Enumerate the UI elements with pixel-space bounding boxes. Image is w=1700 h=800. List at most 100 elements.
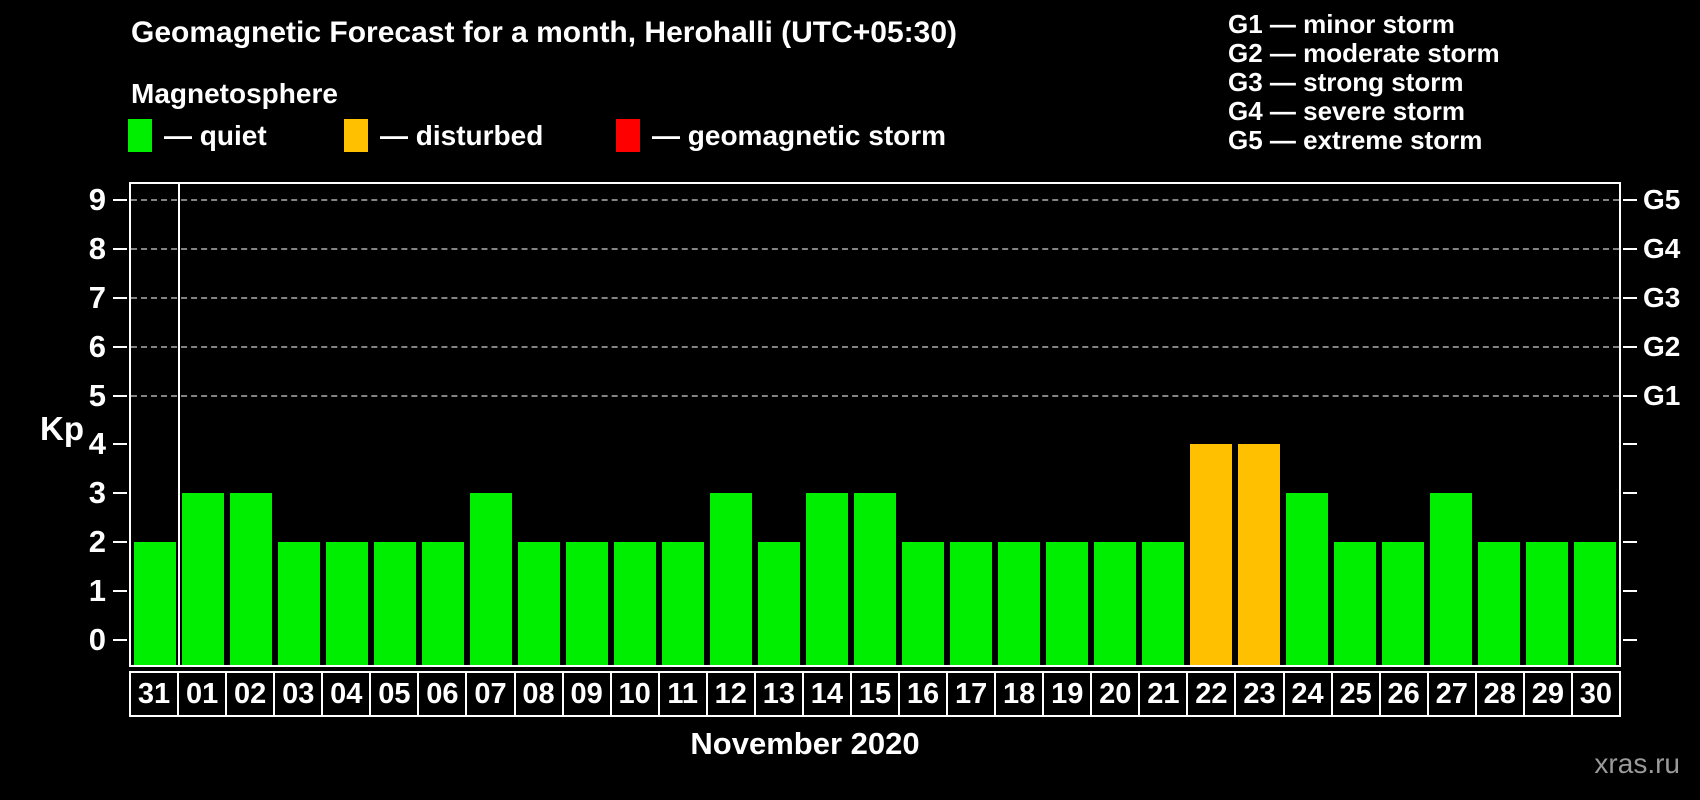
bar-day-19 (1046, 542, 1088, 665)
bar-day-29 (1526, 542, 1568, 665)
y-tick-label-3: 3 (88, 475, 106, 511)
day-label-05: 05 (369, 671, 420, 717)
legend-swatch-disturbed (344, 119, 368, 152)
g-scale-legend: G1 — minor storm G2 — moderate storm G3 — … (1228, 10, 1500, 155)
bar-day-02 (230, 493, 272, 665)
bar-day-07 (470, 493, 512, 665)
day-label-10: 10 (609, 671, 660, 717)
bar-day-09 (566, 542, 608, 665)
left-tick-kp-7 (113, 296, 127, 299)
left-tick-kp-0 (113, 639, 127, 641)
x-axis-day-labels: 31 01 02 03 04 05 06 07 08 09 10 11 12 13 14 15 16 17 18 19… (129, 671, 1621, 717)
status-legend: — quiet — disturbed — geomagnetic storm (0, 119, 1700, 157)
bar-day-24 (1286, 493, 1328, 665)
left-tick-kp-2 (113, 541, 127, 544)
gridline-kp-7 (131, 296, 1619, 299)
bar-day-22 (1190, 444, 1232, 665)
plot-area: 0 1 2 3 4 5 G1 6 G2 7 G3 8 G4 9 G5 (89, 182, 1680, 667)
bar-day-15 (854, 493, 896, 665)
bar-day-23 (1238, 444, 1280, 665)
y-tick-label-8: 8 (88, 230, 106, 266)
bar-day-04 (326, 542, 368, 665)
g-legend-line-4: G4 — severe storm (1228, 96, 1466, 126)
g-legend-line-1: G1 — minor storm (1228, 9, 1455, 39)
g-legend-line-5: G5 — extreme storm (1228, 125, 1483, 155)
day-label-25: 25 (1330, 671, 1381, 717)
bar-day-20 (1094, 542, 1136, 665)
day-label-13: 13 (753, 671, 804, 717)
bar-day-05 (374, 542, 416, 665)
day-label-07: 07 (465, 671, 516, 717)
day-label-27: 27 (1426, 671, 1477, 717)
right-tick-kp-1 (1623, 590, 1637, 593)
right-tick-kp-2 (1623, 541, 1637, 544)
day-label-04: 04 (321, 671, 372, 717)
bar-day-03 (278, 542, 320, 665)
bar-day-13 (758, 542, 800, 665)
day-label-09: 09 (561, 671, 612, 717)
day-label-18: 18 (994, 671, 1045, 717)
left-tick-kp-1 (113, 590, 127, 593)
day-label-29: 29 (1522, 671, 1573, 717)
bar-day-01 (182, 493, 224, 665)
legend-item-quiet: — quiet (128, 119, 267, 152)
gridline-kp-9 (131, 198, 1619, 201)
day-label-16: 16 (898, 671, 949, 717)
y-tick-label-6: 6 (88, 328, 106, 364)
left-tick-kp-8 (113, 247, 127, 250)
day-label-15: 15 (849, 671, 900, 717)
day-label-12: 12 (705, 671, 756, 717)
right-tick-kp-0 (1623, 639, 1637, 641)
legend-swatch-storm (616, 119, 640, 152)
day-label-22: 22 (1186, 671, 1237, 717)
bar-day-21 (1142, 542, 1184, 665)
y-tick-label-0: 0 (88, 622, 106, 657)
day-label-20: 20 (1090, 671, 1141, 717)
month-boundary-line (178, 184, 180, 665)
left-tick-kp-3 (113, 492, 127, 495)
day-label-14: 14 (801, 671, 852, 717)
day-label-11: 11 (657, 671, 708, 717)
right-tick-kp-7 (1623, 296, 1637, 299)
right-tick-kp-3 (1623, 492, 1637, 495)
right-tick-kp-8 (1623, 247, 1637, 250)
left-tick-kp-9 (113, 198, 127, 201)
left-tick-kp-5 (113, 394, 127, 397)
day-label-17: 17 (946, 671, 997, 717)
right-tick-kp-9 (1623, 198, 1637, 201)
legend-label-disturbed: — disturbed (380, 119, 544, 151)
left-tick-kp-6 (113, 345, 127, 348)
y-tick-label-7: 7 (88, 279, 106, 315)
y-tick-label-1: 1 (88, 573, 106, 609)
bar-day-12 (710, 493, 752, 665)
bar-day-11 (662, 542, 704, 665)
legend-item-disturbed: — disturbed (344, 119, 543, 152)
right-tick-kp-5 (1623, 394, 1637, 397)
bar-day-17 (950, 542, 992, 665)
right-axis-label-G5: G5 (1643, 183, 1681, 215)
day-label-06: 06 (417, 671, 468, 717)
day-label-23: 23 (1234, 671, 1285, 717)
bar-day-28 (1478, 542, 1520, 665)
right-axis-label-G3: G3 (1643, 281, 1681, 313)
bar-day-30 (1574, 542, 1616, 665)
day-label-26: 26 (1378, 671, 1429, 717)
y-axis-label: Kp (40, 410, 84, 447)
bar-day-31 (134, 542, 176, 665)
bar-day-06 (422, 542, 464, 665)
day-label-31: 31 (129, 671, 180, 717)
bar-day-08 (518, 542, 560, 665)
y-tick-label-5: 5 (88, 377, 106, 413)
day-label-24: 24 (1282, 671, 1333, 717)
bar-day-16 (902, 542, 944, 665)
plot-inner: 0 1 2 3 4 5 G1 6 G2 7 G3 8 G4 9 G5 (89, 182, 1680, 665)
legend-swatch-quiet (128, 119, 152, 152)
legend-label-quiet: — quiet (164, 119, 267, 151)
right-axis-label-G1: G1 (1643, 379, 1681, 411)
g-legend-line-3: G3 — strong storm (1228, 67, 1464, 97)
watermark: xras.ru (1594, 748, 1680, 779)
right-axis-label-G4: G4 (1643, 232, 1681, 264)
legend-item-storm: — geomagnetic storm (616, 119, 946, 152)
day-label-01: 01 (177, 671, 228, 717)
